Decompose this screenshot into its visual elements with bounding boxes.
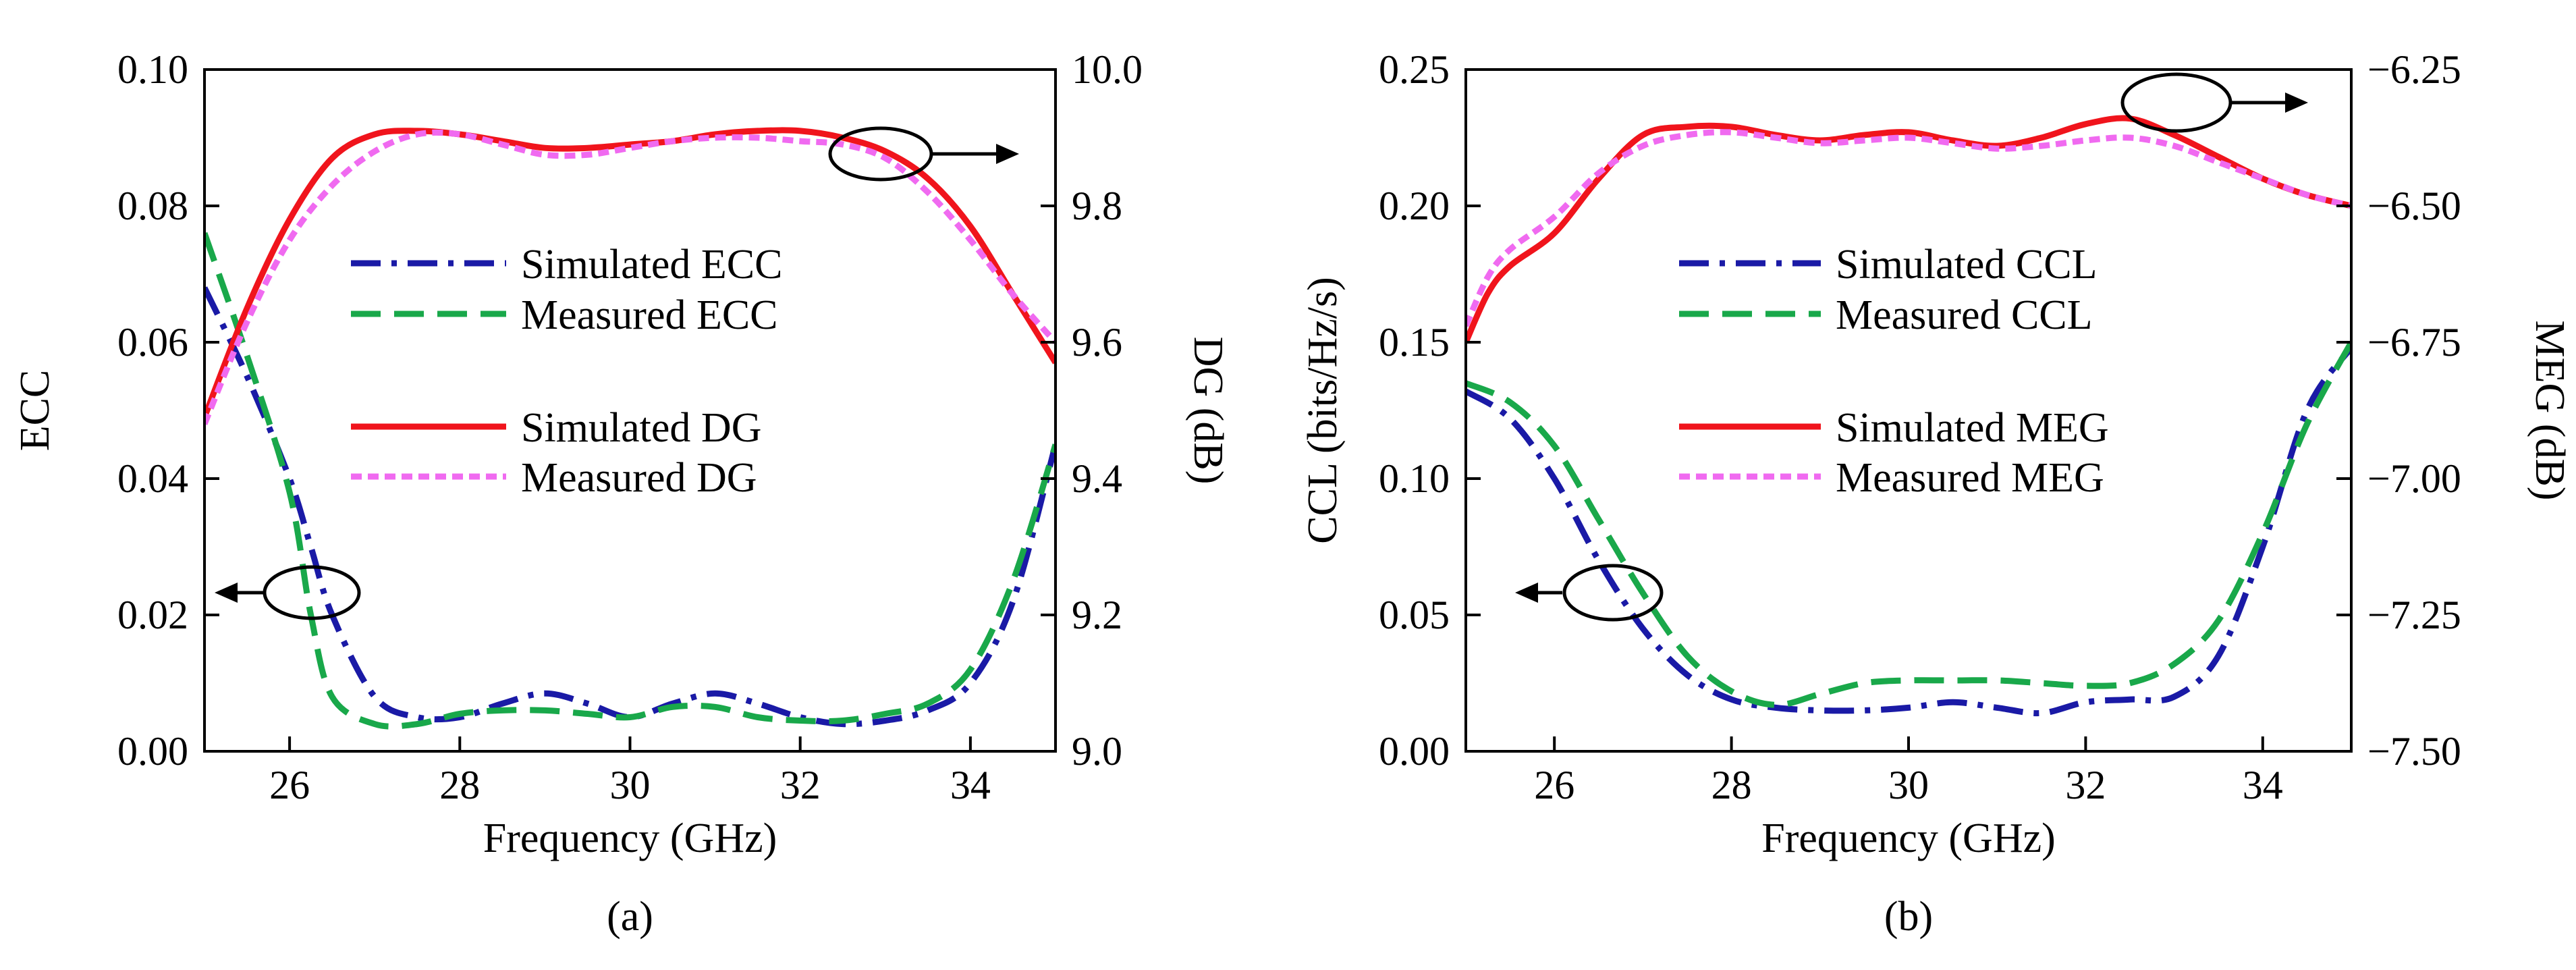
- annotation-arrow-head: [996, 144, 1019, 164]
- y2-tick-label: 9.6: [1072, 320, 1122, 365]
- legend-label: Simulated CCL: [1836, 242, 2098, 288]
- legend-label: Measured ECC: [521, 292, 778, 338]
- series-line-simulated-meg: [1466, 115, 2351, 344]
- series-line-measured-meg: [1466, 129, 2351, 327]
- panel-b-annotations: [1515, 72, 2308, 622]
- y2-tick-label: −6.25: [2367, 47, 2461, 92]
- x-tick-label: 30: [610, 763, 651, 807]
- x-tick-label: 28: [439, 763, 480, 807]
- x-tick-label: 34: [2243, 763, 2283, 807]
- panel-b-x-axis-label: Frequency (GHz): [1761, 815, 2056, 861]
- series-line-measured-dg: [204, 129, 1056, 425]
- y-tick-label: 0.08: [117, 184, 188, 228]
- y2-tick-label: −6.50: [2367, 184, 2461, 228]
- annotation-arrow-head: [2285, 92, 2308, 113]
- legend-label: Measured MEG: [1836, 455, 2104, 501]
- series-line-simulated-ecc: [204, 286, 1056, 728]
- y-tick-label: 0.20: [1379, 184, 1450, 228]
- y-tick-label: 0.06: [117, 320, 188, 365]
- panel-a-caption: (a): [607, 894, 653, 940]
- panel-a-x-axis-label: Frequency (GHz): [483, 815, 777, 861]
- legend-label: Simulated ECC: [521, 242, 783, 288]
- x-tick-label: 32: [2065, 763, 2106, 807]
- y2-tick-label: 10.0: [1072, 47, 1143, 92]
- series-line-simulated-ccl: [1466, 346, 2351, 717]
- panel-a-y-axis-label: ECC: [12, 370, 58, 452]
- panel-a-ticks: 26 28 30 32 34 0.00 0.02 0.04 0.06 0.08 0.10 9.0 9.2…: [117, 47, 1143, 807]
- annotation-ellipse: [1562, 564, 1664, 622]
- panel-b: 26 28 30 32 34 0.00 0.05 0.10 0.15 0.20 0.25 −7.50 −…: [1300, 47, 2573, 940]
- y2-tick-label: −7.50: [2367, 729, 2461, 774]
- y-tick-label: 0.05: [1379, 593, 1450, 637]
- y-tick-label: 0.02: [117, 593, 188, 637]
- y2-tick-label: 9.4: [1072, 456, 1122, 501]
- x-tick-label: 26: [269, 763, 310, 807]
- annotation-arrow-head: [1515, 583, 1538, 603]
- legend-label: Measured CCL: [1836, 292, 2093, 338]
- x-tick-label: 26: [1534, 763, 1574, 807]
- y-tick-label: 0.10: [117, 47, 188, 92]
- x-tick-label: 28: [1711, 763, 1752, 807]
- y2-tick-label: 9.0: [1072, 729, 1122, 774]
- annotation-arrow-head: [215, 583, 238, 603]
- y-tick-label: 0.10: [1379, 456, 1450, 501]
- panel-b-y2-axis-label: MEG (dB): [2527, 321, 2573, 501]
- x-tick-label: 34: [950, 763, 991, 807]
- legend-label: Measured DG: [521, 455, 757, 501]
- y2-tick-label: −7.00: [2367, 456, 2461, 501]
- y-tick-label: 0.25: [1379, 47, 1450, 92]
- y2-tick-label: −7.25: [2367, 593, 2461, 637]
- panel-b-y-axis-label: CCL (bits/Hz/s): [1300, 277, 1346, 544]
- series-line-simulated-dg: [204, 127, 1056, 419]
- y-tick-label: 0.00: [117, 729, 188, 774]
- panel-b-series: [1466, 115, 2351, 717]
- panel-a-y2-axis-label: DG (dB): [1185, 337, 1231, 485]
- y-tick-label: 0.04: [117, 456, 188, 501]
- panel-a-annotations: [215, 126, 1019, 620]
- y2-tick-label: −6.75: [2367, 320, 2461, 365]
- x-tick-label: 32: [780, 763, 821, 807]
- x-tick-label: 30: [1888, 763, 1929, 807]
- y2-tick-label: 9.8: [1072, 184, 1122, 228]
- legend-label: Simulated MEG: [1836, 405, 2109, 451]
- series-line-measured-ccl: [1466, 340, 2351, 708]
- panel-b-ticks: 26 28 30 32 34 0.00 0.05 0.10 0.15 0.20 0.25 −7.50 −…: [1379, 47, 2461, 807]
- panel-b-caption: (b): [1884, 894, 1933, 940]
- y-tick-label: 0.00: [1379, 729, 1450, 774]
- legend-label: Simulated DG: [521, 405, 761, 451]
- annotation-ellipse: [828, 126, 933, 182]
- annotation-ellipse: [2120, 72, 2232, 133]
- y2-tick-label: 9.2: [1072, 593, 1122, 637]
- panel-a: 26 28 30 32 34 0.00 0.02 0.04 0.06 0.08 0.10 9.0 9.2…: [12, 47, 1231, 940]
- annotation-ellipse: [263, 565, 361, 620]
- y-tick-label: 0.15: [1379, 320, 1450, 365]
